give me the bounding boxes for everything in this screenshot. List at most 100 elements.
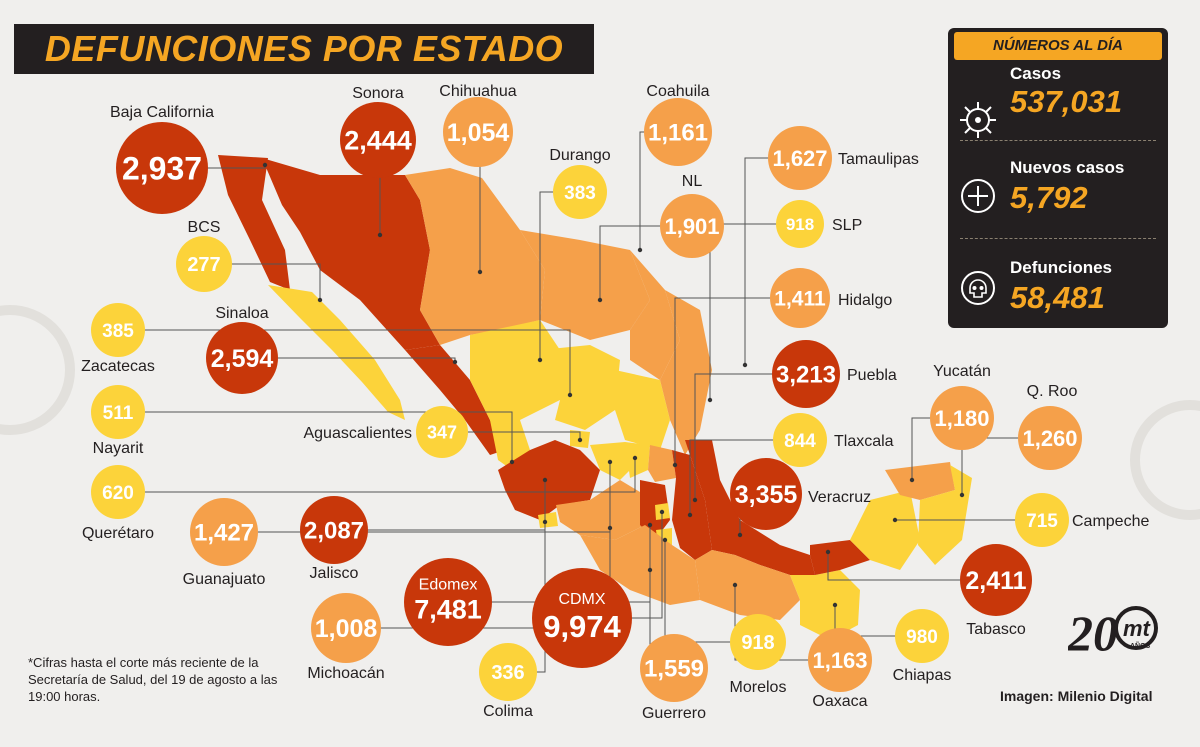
state-bubble-guanajuato: Guanajuato 1,427: [183, 498, 265, 588]
bubble-circle-sonora: [340, 102, 416, 178]
state-value-nl: 1,901: [664, 214, 719, 239]
region-sinaloa: [405, 345, 505, 455]
leader-line-nayarit: [118, 411, 513, 462]
region-coahuila: [520, 230, 650, 340]
bubble-circle-nayarit: [91, 385, 145, 439]
state-marker-puebla: [692, 497, 698, 503]
bubble-circle-morelos: [730, 614, 786, 670]
deaths-label: Defunciones: [1010, 258, 1113, 277]
state-label-chihuahua: Chihuahua: [439, 83, 517, 100]
state-marker-tabasco: [825, 549, 831, 555]
region-colima: [538, 512, 558, 528]
bubble-circle-yucatan: [930, 386, 994, 450]
bubble-circle-tlaxcala: [773, 413, 827, 467]
state-label-jalisco: Jalisco: [310, 565, 359, 582]
state-value-michoacan: 1,008: [315, 615, 378, 643]
bubble-circle-nl: [660, 194, 724, 258]
state-marker-oaxaca: [732, 582, 738, 588]
region-chihuahua: [405, 168, 545, 345]
region-bcs: [268, 285, 405, 420]
new-cases-value: 5,792: [1010, 180, 1088, 215]
state-bubble-morelos: Morelos 918: [730, 614, 787, 696]
bubble-circle-michoacan: [311, 593, 381, 663]
state-marker-campeche: [892, 517, 898, 523]
state-label-nayarit: Nayarit: [93, 440, 144, 457]
bubble-circle-colima: [479, 643, 537, 701]
state-marker-chihuahua: [477, 269, 483, 275]
state-label-zacatecas: Zacatecas: [81, 358, 155, 375]
state-bubble-tamaulipas: Tamaulipas 1,627: [768, 126, 919, 190]
state-label-tamaulipas: Tamaulipas: [838, 151, 919, 168]
state-label-aguascalientes: Aguascalientes: [303, 425, 412, 442]
state-value-edomex: 7,481: [414, 595, 482, 625]
state-value-yucatan: 1,180: [934, 406, 989, 431]
state-bubble-veracruz: Veracruz 3,355: [730, 458, 871, 530]
state-bubble-nl: NL 1,901: [660, 173, 724, 258]
new-cases-label: Nuevos casos: [1010, 158, 1125, 177]
state-label-guerrero: Guerrero: [642, 705, 706, 722]
region-queretaro: [625, 442, 650, 478]
state-marker-bcs: [317, 297, 323, 303]
state-label-michoacan: Michoacán: [307, 665, 384, 682]
state-label-yucatan: Yucatán: [933, 363, 991, 380]
state-value-tlaxcala: 844: [784, 431, 816, 452]
state-value-puebla: 3,213: [776, 362, 836, 389]
region-zacatecas: [540, 345, 620, 430]
state-value-sonora: 2,444: [344, 126, 412, 156]
state-value-chiapas: 980: [906, 627, 938, 648]
bubble-circle-hidalgo: [770, 268, 830, 328]
bubble-circle-chiapas: [895, 609, 949, 663]
state-bubble-chihuahua: Chihuahua 1,054: [439, 83, 517, 167]
state-value-hidalgo: 1,411: [774, 288, 826, 311]
region-nuevo-leon: [630, 250, 680, 380]
state-value-guanajuato: 1,427: [194, 520, 254, 547]
leader-line-queretaro: [118, 458, 636, 493]
state-label-bcs: BCS: [188, 219, 221, 236]
state-value-colima: 336: [491, 662, 524, 684]
state-label-q-roo: Q. Roo: [1027, 383, 1078, 400]
leader-line-zacatecas: [118, 329, 571, 395]
leader-line-tlaxcala: [689, 439, 800, 515]
state-label-nl: NL: [682, 173, 703, 190]
region-chiapas: [790, 570, 860, 640]
panel-divider: [960, 140, 1156, 141]
region-oaxaca: [695, 550, 800, 620]
bubble-circle-queretaro: [91, 465, 145, 519]
bubble-circle-tabasco: [960, 544, 1032, 616]
skull-icon: [961, 271, 995, 305]
virus-icon: [960, 102, 996, 138]
region-yucatan: [885, 462, 955, 500]
logo-sub: AÑOS: [1130, 641, 1151, 650]
state-label-coahuila: Coahuila: [646, 83, 709, 100]
state-bubble-michoacan: Michoacán 1,008: [307, 593, 385, 682]
state-label-queretaro: Querétaro: [82, 525, 154, 542]
state-marker-guerrero: [647, 567, 653, 573]
bubble-circle-edomex: [404, 558, 492, 646]
region-puebla: [672, 450, 712, 560]
state-label-oaxaca: Oaxaca: [812, 693, 867, 710]
state-bubble-nayarit: Nayarit 511: [91, 385, 145, 457]
state-label-tlaxcala: Tlaxcala: [834, 433, 894, 450]
state-label-morelos: Morelos: [730, 679, 787, 696]
state-marker-jalisco: [542, 477, 548, 483]
state-bubble-slp: SLP 918: [776, 200, 862, 248]
state-marker-baja-california: [262, 162, 268, 168]
leader-line-oaxaca: [734, 585, 840, 661]
daily-numbers-panel: NÚMEROS AL DÍA Casos 537,031 Nuevos caso…: [948, 28, 1168, 328]
state-label-sinaloa: Sinaloa: [215, 305, 268, 322]
region-quintana-roo: [918, 465, 972, 565]
plus-icon: [961, 179, 995, 213]
bubble-circle-veracruz: [730, 458, 802, 530]
state-marker-coahuila: [637, 247, 643, 253]
state-bubble-campeche: Campeche 715: [1015, 493, 1149, 547]
state-value-q-roo: 1,260: [1022, 426, 1077, 451]
state-bubble-chiapas: Chiapas 980: [893, 609, 951, 684]
state-bubble-yucatan: Yucatán 1,180: [930, 363, 994, 450]
state-marker-slp: [707, 397, 713, 403]
state-marker-nayarit: [509, 459, 515, 465]
cases-label: Casos: [1010, 64, 1062, 83]
state-bubble-baja-california: Baja California 2,937: [110, 104, 214, 214]
state-value-baja-california: 2,937: [122, 151, 202, 187]
state-bubble-guerrero: Guerrero 1,559: [640, 634, 708, 722]
